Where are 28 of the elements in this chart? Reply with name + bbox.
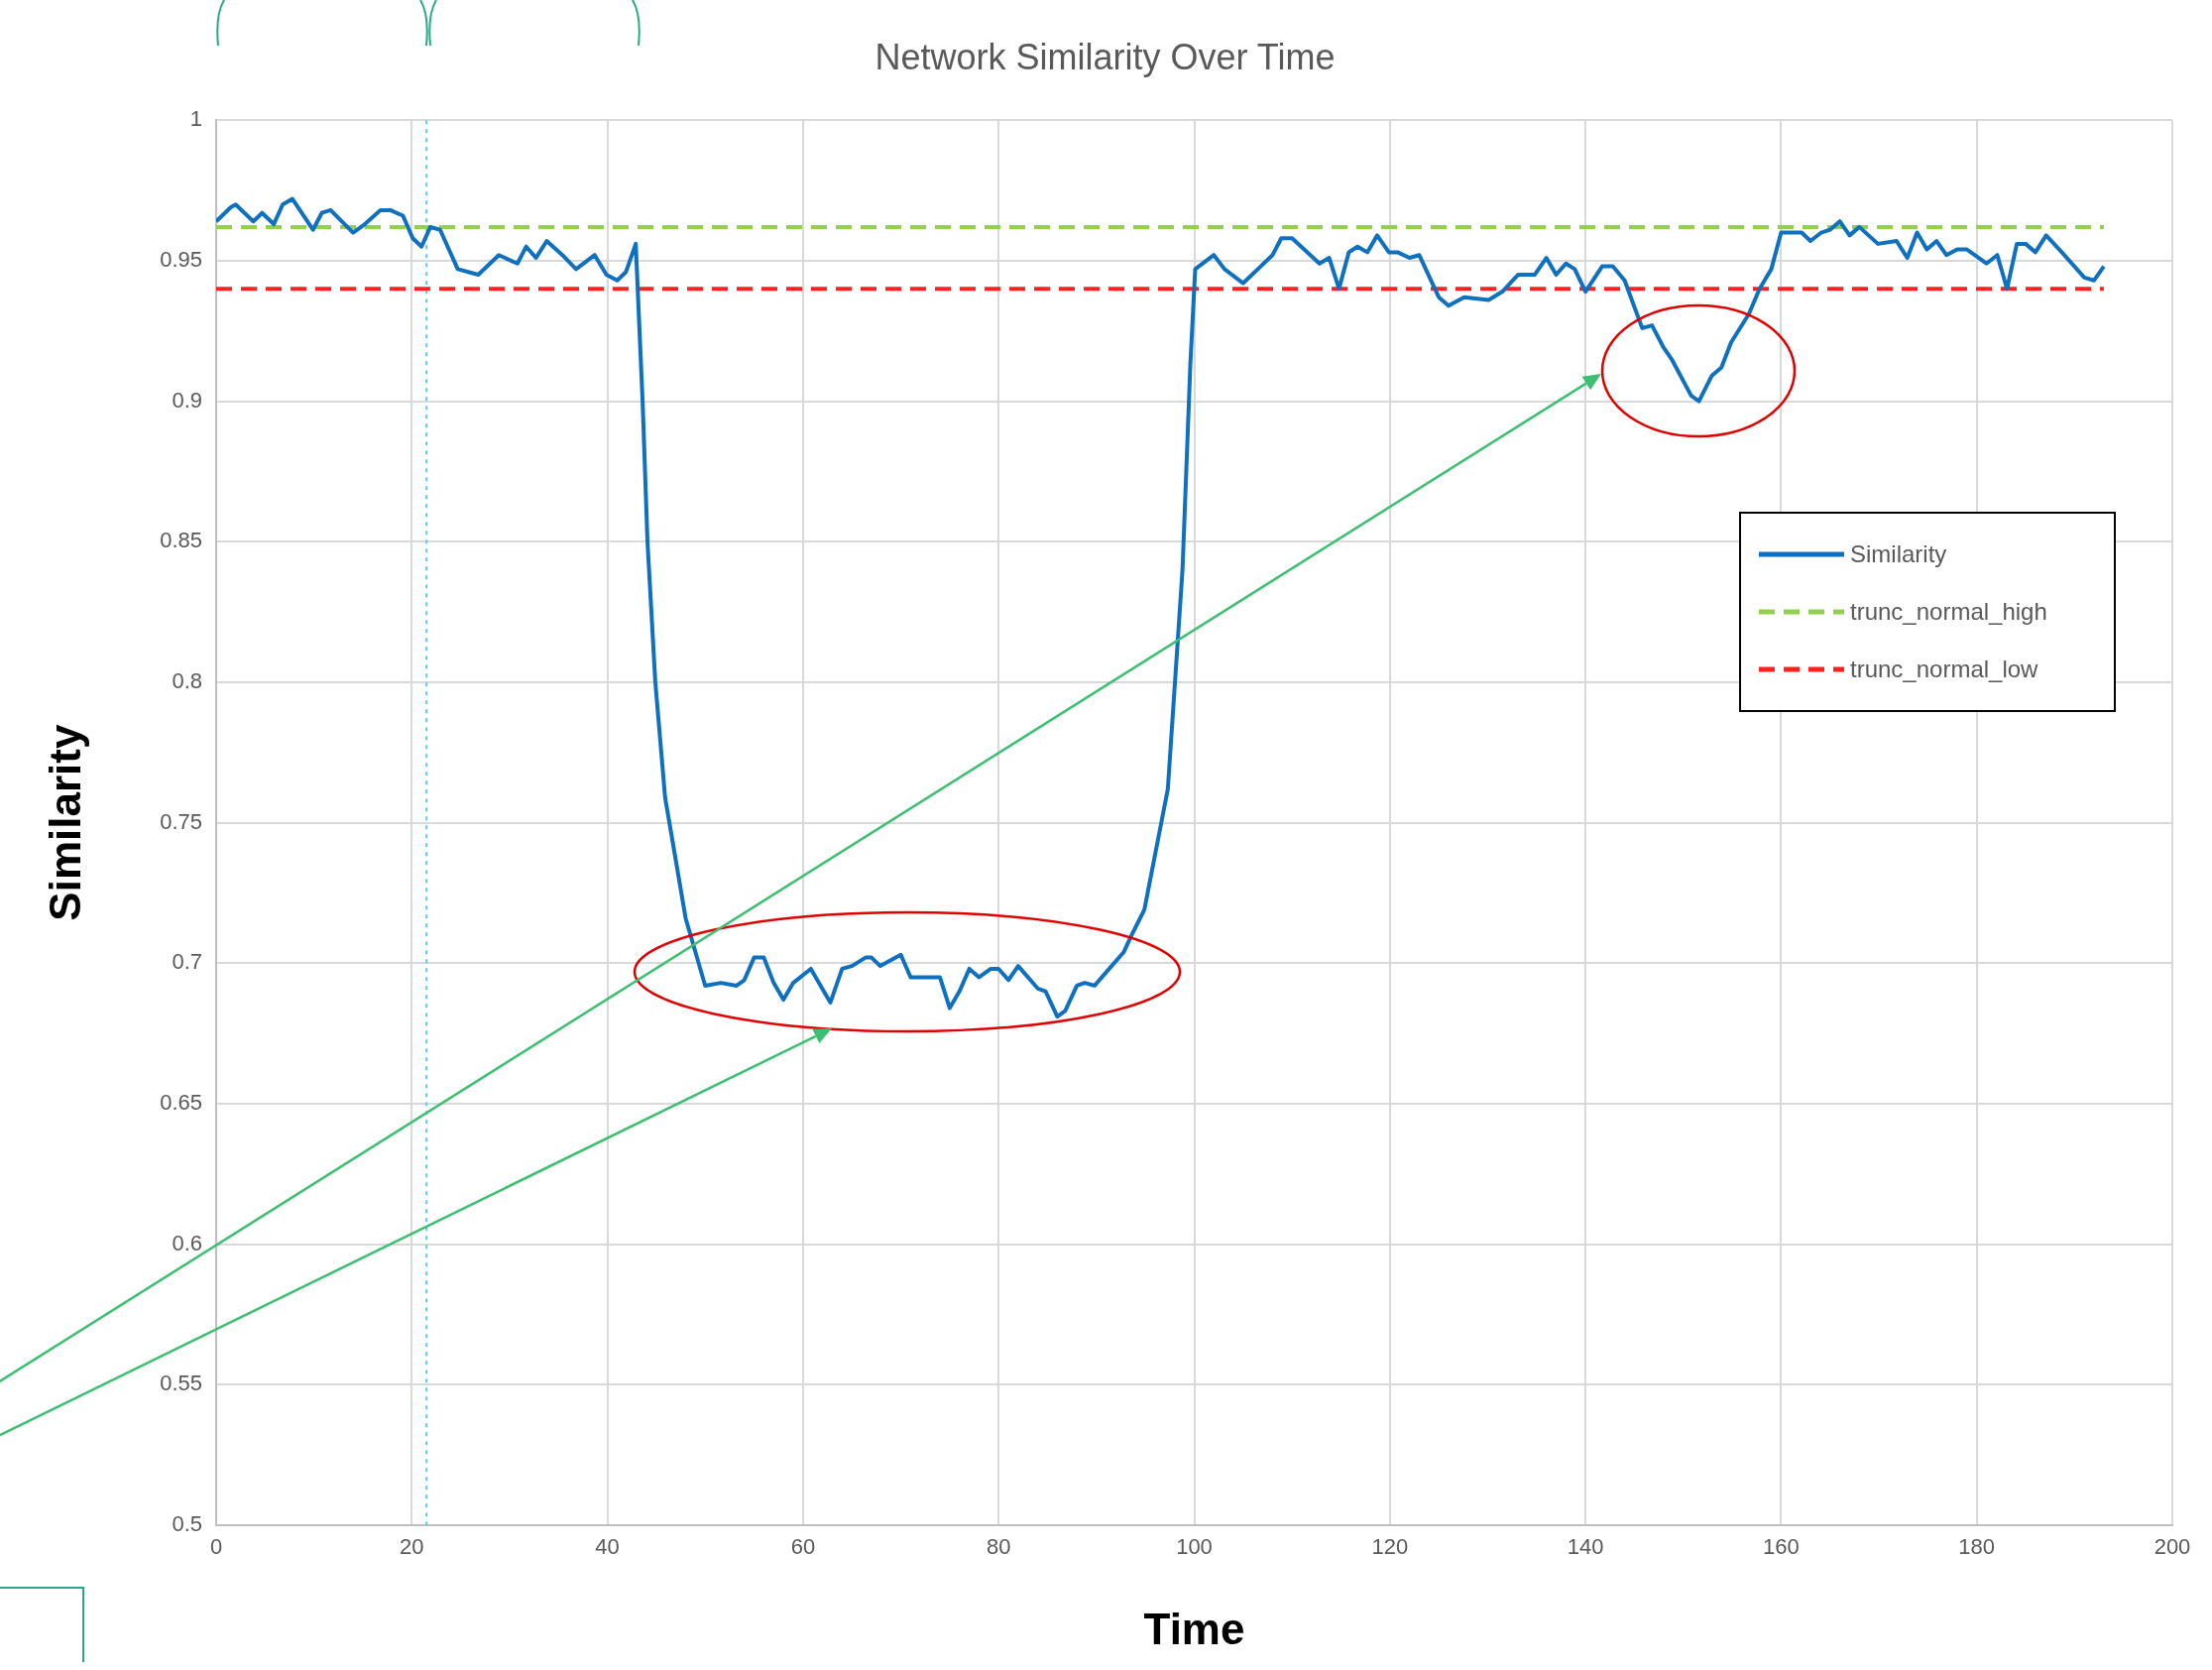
legend-label: trunc_normal_high: [1850, 598, 2047, 626]
x-tick-label: 80: [986, 1534, 1011, 1560]
y-tick-label: 0.95: [160, 246, 202, 272]
y-tick-label: 0.6: [172, 1230, 202, 1255]
y-tick-label: 0.9: [172, 387, 202, 413]
x-tick-label: 180: [1958, 1534, 1996, 1560]
x-axis-title: Time: [1143, 1604, 1245, 1653]
x-tick-label: 20: [400, 1534, 424, 1560]
x-tick-label: 140: [1567, 1534, 1604, 1560]
y-axis-title: Similarity: [40, 724, 89, 921]
y-tick-label: 0.5: [172, 1511, 202, 1537]
legend-label: trunc_normal_low: [1850, 656, 2038, 683]
x-tick-label: 100: [1176, 1534, 1213, 1560]
x-tick-label: 60: [790, 1534, 816, 1560]
x-tick-label: 0: [209, 1534, 223, 1560]
x-tick-label: 160: [1763, 1534, 1800, 1560]
y-tick-label: 0.65: [160, 1090, 202, 1116]
legend-label: Similarity: [1850, 540, 1947, 568]
x-tick-label: 200: [2154, 1534, 2191, 1560]
y-tick-label: 1: [189, 106, 202, 132]
y-tick-label: 0.85: [160, 528, 202, 553]
y-tick-label: 0.55: [160, 1371, 202, 1396]
x-tick-label: 40: [595, 1534, 620, 1560]
y-tick-label: 0.8: [172, 667, 202, 693]
chart-title: Network Similarity Over Time: [874, 36, 1336, 77]
y-tick-label: 0.75: [160, 808, 202, 834]
y-tick-label: 0.7: [172, 949, 202, 975]
x-tick-label: 120: [1371, 1534, 1409, 1560]
